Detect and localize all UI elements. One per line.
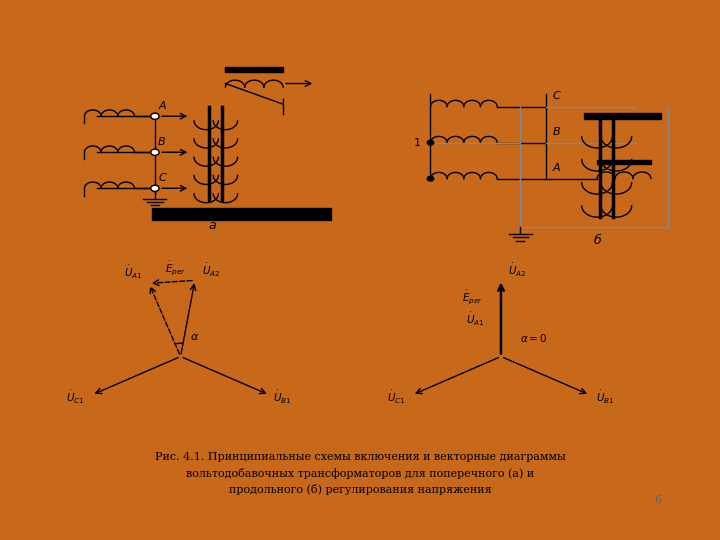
Text: Рис. 4.1. Принципиальные схемы включения и векторные диаграммы: Рис. 4.1. Принципиальные схемы включения… [155,452,565,462]
Text: $\dot{U}_{C1}$: $\dot{U}_{C1}$ [66,389,85,406]
Text: $\dot{U}_{B1}$: $\dot{U}_{B1}$ [596,389,615,406]
Text: вольтодобавочных трансформаторов для поперечного (а) и: вольтодобавочных трансформаторов для поп… [186,468,534,478]
Text: $\alpha$: $\alpha$ [190,332,199,342]
Circle shape [150,113,159,119]
Text: $\dot{U}_{A2}$: $\dot{U}_{A2}$ [202,262,220,279]
Circle shape [427,176,433,181]
Text: B: B [552,127,560,138]
Text: продольного (б) регулирования напряжения: продольного (б) регулирования напряжения [229,484,491,496]
Text: $\dot{E}_{per}$: $\dot{E}_{per}$ [165,259,186,277]
Text: B: B [158,137,166,147]
Text: a: a [209,219,217,232]
Circle shape [150,185,159,191]
Circle shape [150,149,159,156]
Text: $\alpha = 0$: $\alpha = 0$ [521,332,548,344]
Bar [585,113,661,119]
Text: $\dot{U}_{A1}$: $\dot{U}_{A1}$ [466,311,485,328]
Text: 6: 6 [654,495,661,505]
Bar [152,207,331,220]
Text: A: A [552,164,560,173]
Text: $\dot{U}_{B1}$: $\dot{U}_{B1}$ [273,389,292,406]
Text: $\dot{U}_{A1}$: $\dot{U}_{A1}$ [124,265,142,281]
Circle shape [427,140,433,145]
Text: $\dot{U}_{A2}$: $\dot{U}_{A2}$ [508,261,526,279]
Text: 1: 1 [414,138,421,147]
Text: A: A [158,101,166,111]
Text: $\dot{U}_{C1}$: $\dot{U}_{C1}$ [387,389,405,406]
Text: C: C [158,173,166,183]
Bar [225,67,283,72]
Text: C: C [552,91,560,102]
Text: б: б [593,234,601,247]
Text: $\dot{E}_{per}$: $\dot{E}_{per}$ [462,288,482,306]
Bar [597,160,651,164]
